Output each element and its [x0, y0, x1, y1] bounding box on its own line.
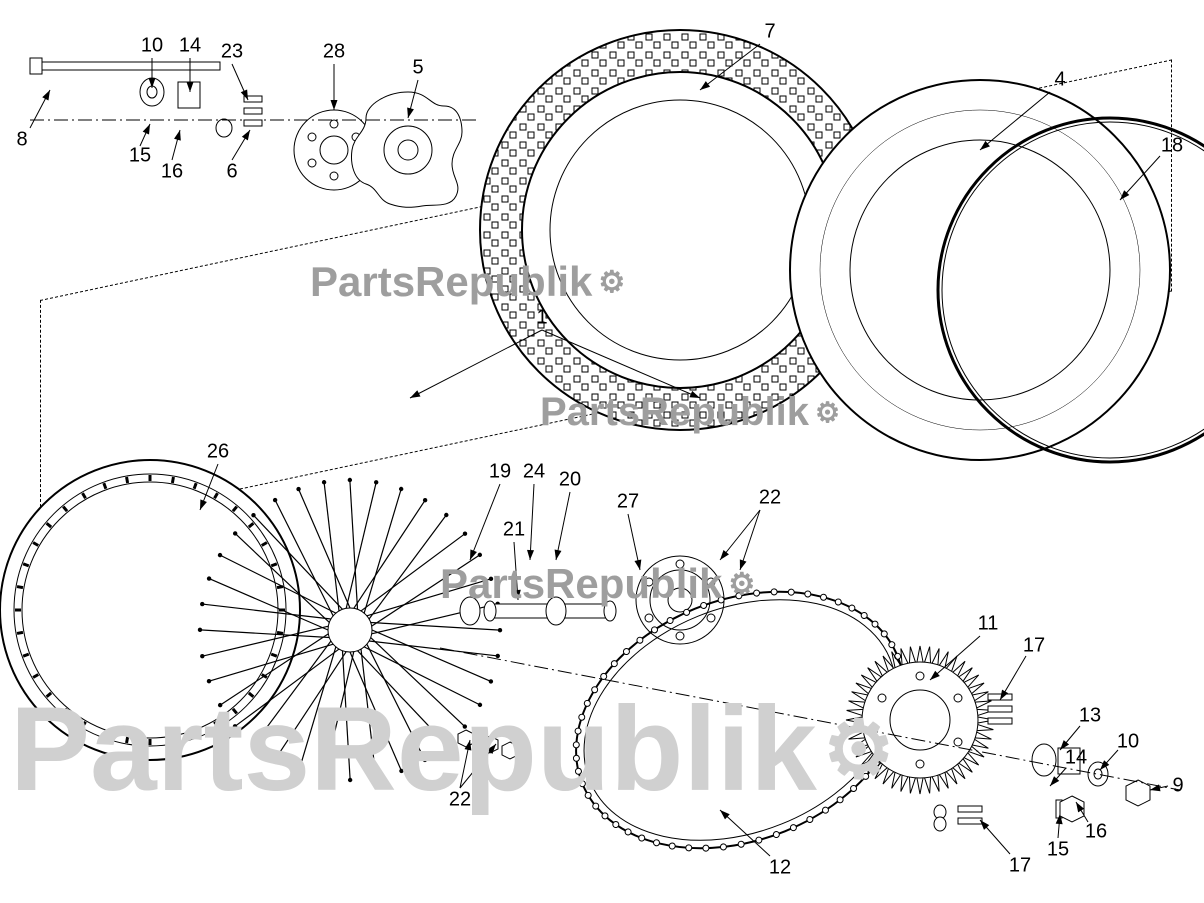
callout-23: 23 [221, 41, 243, 64]
callout-1: 1 [536, 307, 547, 330]
callout-9: 9 [1172, 775, 1183, 798]
part-inner-shaft [460, 597, 616, 625]
callout-26: 26 [207, 441, 229, 464]
callout-15b: 15 [1047, 839, 1069, 862]
part-bolts-small [216, 96, 262, 137]
parts-svg [0, 0, 1204, 903]
part-bolts-17b [934, 805, 982, 831]
callout-10a: 10 [141, 35, 163, 58]
callout-5: 5 [412, 57, 423, 80]
callout-8: 8 [16, 129, 27, 152]
callout-21: 21 [503, 519, 525, 542]
part-bolts-17a [988, 694, 1012, 724]
part-hub [636, 556, 724, 644]
callout-10b: 10 [1117, 731, 1139, 754]
callout-22b: 22 [449, 789, 471, 812]
part-sprocket [846, 646, 994, 794]
callout-24: 24 [523, 461, 545, 484]
callout-4: 4 [1054, 69, 1065, 92]
callout-16b: 16 [1085, 821, 1107, 844]
callout-6: 6 [226, 161, 237, 184]
callout-18: 18 [1161, 135, 1183, 158]
part-brake-disc [352, 92, 462, 207]
callout-17a: 17 [1023, 635, 1045, 658]
part-right-hardware [1032, 744, 1150, 822]
callout-14b: 14 [1065, 747, 1087, 770]
callout-14a: 14 [179, 35, 201, 58]
callout-12: 12 [769, 857, 791, 880]
diagram-canvas: PartsRepublik⚙PartsRepublik⚙PartsRepubli… [0, 0, 1204, 903]
callout-27: 27 [617, 491, 639, 514]
callout-15a: 15 [129, 145, 151, 168]
callout-7: 7 [764, 21, 775, 44]
callout-28: 28 [323, 41, 345, 64]
callout-20: 20 [559, 469, 581, 492]
callout-17b: 17 [1009, 855, 1031, 878]
callout-22a: 22 [759, 487, 781, 510]
callout-11: 11 [978, 613, 999, 636]
callout-19: 19 [489, 461, 511, 484]
callout-16a: 16 [161, 161, 183, 184]
callout-13: 13 [1079, 705, 1101, 728]
part-axle [30, 58, 220, 74]
